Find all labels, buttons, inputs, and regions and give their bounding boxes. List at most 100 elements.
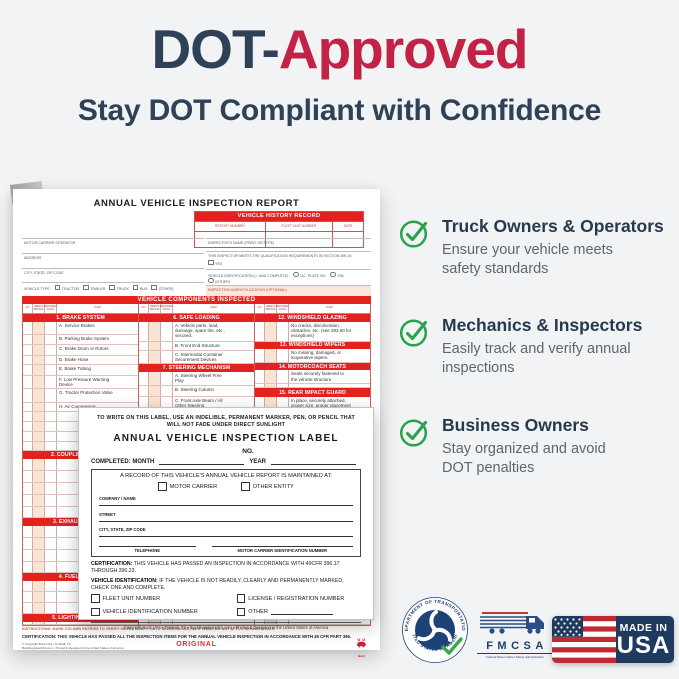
checkbox-icon — [151, 284, 157, 291]
col-repaired-date: REPAIRED DATE — [276, 304, 289, 313]
qualification-text: THIS INSPECTOR MEETS THE QUALIFICATION R… — [208, 253, 353, 258]
history-cell — [195, 232, 266, 247]
usa-flag — [552, 616, 616, 663]
option-label: (OTHER) — [215, 279, 231, 284]
year-write-line — [271, 458, 356, 466]
form-certification: CERTIFICATION: THIS VEHICLE HAS PASSED A… — [22, 634, 352, 639]
label-title: ANNUAL VEHICLE INSPECTION LABEL — [113, 433, 339, 445]
copyright-line-1: © Copyright Buck USA • Tomball, TX — [22, 642, 71, 646]
label-no: NO. — [242, 448, 254, 456]
inspection-label-card: TO WRITE ON THIS LABEL, USE AN INDELIBLE… — [78, 407, 374, 630]
benefit-desc: Ensure your vehicle meets safety standar… — [442, 242, 613, 278]
carrier-fields: MOTOR CARRIER OPERATOR ADDRESS CITY, STA… — [22, 238, 204, 296]
benefit-desc: Stay organized and avoid DOT penalties — [442, 440, 606, 476]
table-row: B. Front End Structure — [139, 341, 254, 351]
table-row: F. Low Pressure Warning Device — [23, 375, 138, 390]
inspector-fields: INSPECTOR'S NAME (PRINT OR TYPE) THIS IN… — [206, 238, 371, 301]
item-note: Seats securely fastened to the vehicle s… — [291, 371, 345, 382]
column-header-row: OK NEEDS REPAIR REPAIRED DATE ITEM — [139, 304, 254, 314]
col-item: ITEM — [94, 306, 101, 310]
page-title: DOT-Approved — [0, 22, 679, 77]
completed-label: COMPLETED: MONTH — [91, 459, 155, 466]
radio-icon — [293, 271, 299, 278]
option-label: FLEET UNIT NUMBER — [102, 595, 161, 602]
benefit-title: Mechanics & Inspectors — [442, 315, 643, 336]
city-field: CITY, STATE, ZIP CODE — [99, 527, 353, 538]
col-item: ITEM — [210, 306, 217, 310]
label-warning: TO WRITE ON THIS LABEL, USE AN INDELIBLE… — [97, 415, 355, 429]
vehicle-type-option: TRAILER — [83, 284, 105, 291]
checkbox-icon — [91, 607, 100, 617]
item-text: B. Front End Structure — [175, 342, 220, 348]
benefit-title: Truck Owners & Operators — [442, 216, 664, 236]
id-checkboxes: FLEET UNIT NUMBER LICENSE / REGISTRATION… — [91, 594, 361, 617]
table-row: No missing, damaged, or inoperative wipe… — [255, 349, 370, 363]
table-row — [23, 621, 138, 625]
section-bar-safe-loading: 6. SAFE LOADING — [139, 314, 254, 322]
field-motor-carrier: MOTOR CARRIER OPERATOR — [22, 238, 204, 253]
checkbox-icon — [109, 284, 115, 291]
benefit-business-owners: Business Owners Stay organized and avoid… — [399, 415, 677, 478]
check-circle-icon — [399, 220, 428, 248]
section-bar-motorcoach-seats: 14. MOTORCOACH SEATS — [255, 362, 370, 371]
certification-text: THIS VEHICLE HAS PASSED AN INSPECTION IN… — [91, 560, 340, 574]
option-label: (OTHER) — [158, 286, 174, 291]
made-in-usa-badge: MADE IN USA — [552, 616, 674, 663]
checkbox-icon — [91, 594, 100, 603]
buck-deer-icon — [356, 638, 366, 648]
completed-row: COMPLETED: MONTH YEAR — [91, 458, 361, 466]
vin-option: VEHICLE IDENTIFICATION NUMBER — [91, 607, 237, 617]
radio-icon — [208, 277, 214, 284]
original-stamp: ORIGINAL — [176, 641, 217, 648]
vehicle-type-option: (OTHER) — [151, 284, 174, 291]
history-empty-row — [195, 231, 363, 247]
mc-id-field: MOTOR CARRIER IDENTIFICATION NUMBER — [211, 546, 353, 553]
checkbox-icon — [236, 607, 246, 617]
fmcsa-truck-icon — [480, 612, 544, 634]
field-vehicle-type: VEHICLE TYPE: TRACTOR TRAILER TRUCK BUS (OTHE… — [22, 282, 204, 296]
option-label: VIN — [337, 273, 344, 278]
record-checkboxes: MOTOR CARRIER OTHER ENTITY — [99, 482, 353, 491]
vehicle-id-label: VEHICLE IDENTIFICATION (✓ AND COMPLETE): — [208, 273, 290, 278]
item-text: E. Brake Tubing — [59, 365, 92, 371]
table-row: B. Parking Brake System — [23, 334, 138, 345]
col-needs-repair: NEEDS REPAIR — [149, 304, 161, 313]
checkbox-icon — [241, 482, 250, 491]
vehicle-history-header: VEHICLE HISTORY RECORD — [195, 212, 363, 221]
dot-check-icon — [441, 637, 463, 655]
checkbox-icon — [83, 284, 89, 291]
item-text: H. Air Compressor — [59, 404, 96, 410]
made-in-label: MADE IN — [619, 621, 668, 634]
usa-label: USA — [616, 631, 671, 659]
checkbox-icon — [158, 482, 167, 491]
fleet-unit-option: FLEET UNIT NUMBER — [91, 594, 237, 603]
other-entity-option: OTHER ENTITY — [241, 482, 294, 491]
other-write-line — [270, 609, 333, 616]
vehicle-history-columns: REPORT NUMBER FLEET UNIT NUMBER DATE — [195, 221, 363, 231]
label-copyright: Copyright Buck USA • Tomball, TX • BuckS… — [91, 622, 361, 630]
telephone-field: TELEPHONE — [99, 546, 196, 553]
column-header-row: OK NEEDS REPAIR REPAIRED DATE ITEM — [255, 304, 370, 314]
benefit-truck-owners: Truck Owners & Operators Ensure your veh… — [399, 216, 677, 279]
table-row: Seats securely fastened to the vehicle s… — [255, 370, 370, 385]
vehicle-history-table: VEHICLE HISTORY RECORD REPORT NUMBER FLE… — [194, 211, 364, 248]
vehicle-type-label: VEHICLE TYPE: — [24, 286, 51, 291]
section-bar-rear-impact: 15. REAR IMPACT GUARD — [255, 388, 370, 398]
license-option: LICENSE / REGISTRATION NUMBER — [236, 594, 361, 603]
vehicle-type-option: TRUCK — [109, 284, 129, 291]
table-row: D. Brake Hose — [23, 355, 138, 365]
benefit-text: Business Owners Stay organized and avoid… — [442, 415, 606, 478]
item-note: No missing, damaged, or inoperative wipe… — [291, 350, 342, 361]
section-bar-brake: 1. BRAKE SYSTEM — [23, 314, 138, 322]
record-text: A RECORD OF THIS VEHICLE'S ANNUAL VEHICL… — [120, 473, 332, 480]
check-circle-icon — [399, 418, 428, 447]
month-write-line — [159, 458, 245, 466]
form-copyright: © Copyright Buck USA • Tomball, TX BuckS… — [22, 642, 123, 650]
col-ok: OK — [23, 304, 33, 313]
field-vehicle-id: VEHICLE IDENTIFICATION (✓ AND COMPLETE):… — [206, 269, 371, 285]
dot-seal-logo: DEPARTMENT OF TRANSPORTATION UNITED STAT… — [401, 596, 468, 663]
item-text: C. Brake Drum or Rotors — [59, 345, 109, 351]
table-row: C. Intermodal Container Securement Devic… — [139, 350, 254, 365]
table-row — [255, 384, 370, 389]
option-label: LIC. PLATE NO. — [300, 273, 327, 278]
